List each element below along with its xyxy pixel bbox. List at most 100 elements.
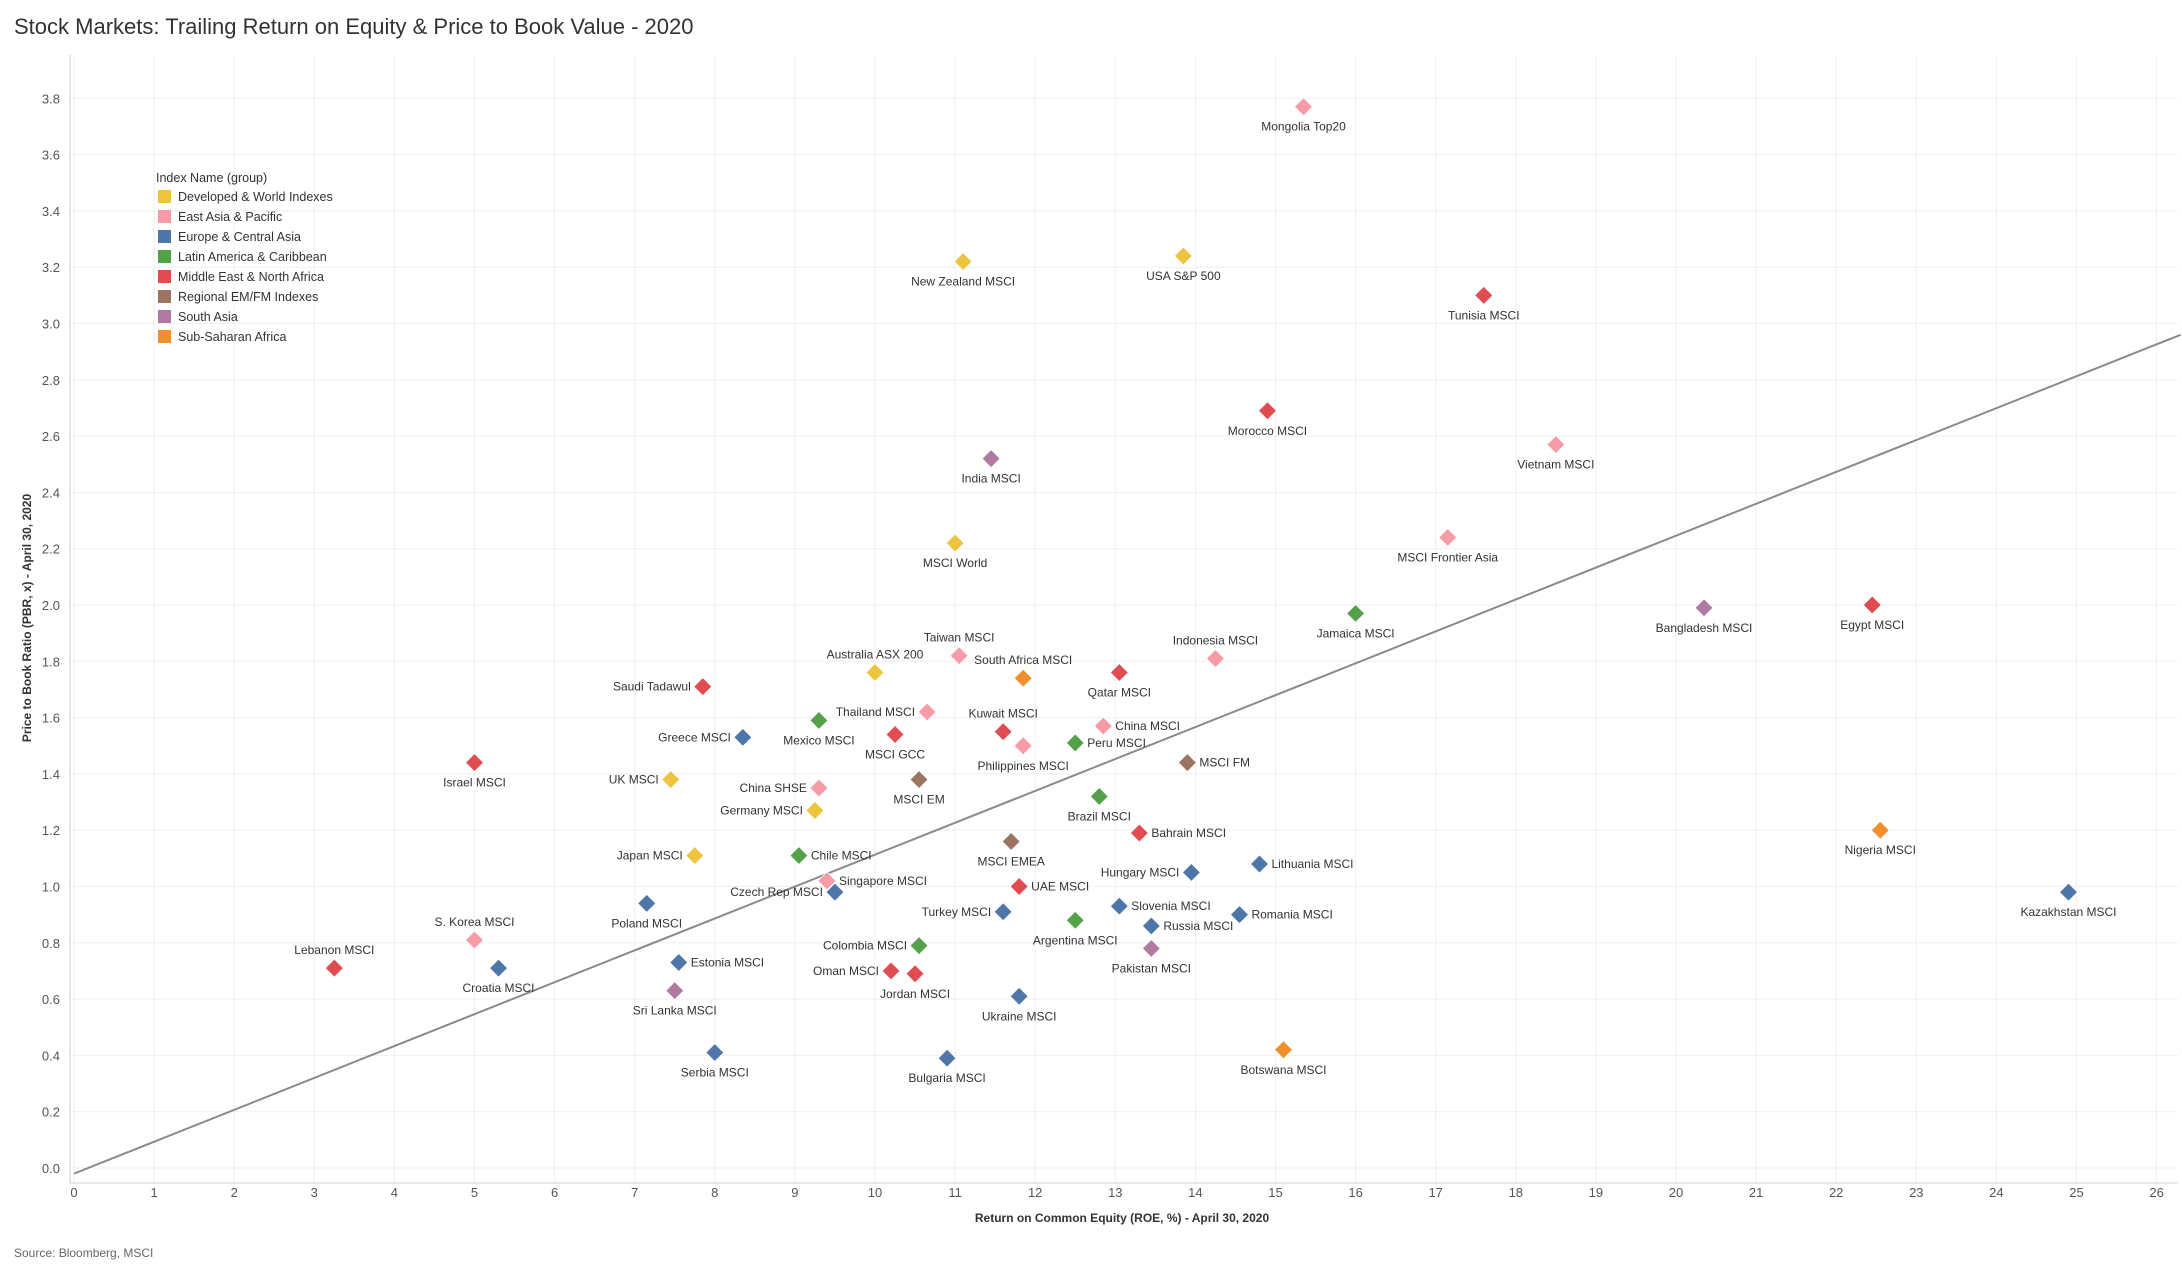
point-marker[interactable] bbox=[1293, 97, 1314, 117]
point-marker[interactable] bbox=[1141, 916, 1161, 936]
point-marker[interactable] bbox=[1181, 862, 1201, 882]
point-marker[interactable] bbox=[665, 981, 685, 1001]
legend-item[interactable]: South Asia bbox=[158, 310, 238, 324]
point-marker[interactable] bbox=[1229, 905, 1250, 925]
scatter-point[interactable]: Nigeria MSCI bbox=[1845, 820, 1916, 857]
point-marker[interactable] bbox=[685, 845, 705, 866]
point-marker[interactable] bbox=[1546, 434, 1566, 455]
scatter-point[interactable]: Tunisia MSCI bbox=[1448, 285, 1520, 322]
point-marker[interactable] bbox=[693, 677, 713, 697]
point-marker[interactable] bbox=[1173, 246, 1193, 266]
point-marker[interactable] bbox=[817, 871, 837, 891]
scatter-point[interactable]: Botswana MSCI bbox=[1240, 1040, 1327, 1077]
point-marker[interactable] bbox=[464, 930, 485, 950]
scatter-point[interactable]: Oman MSCI bbox=[813, 961, 901, 981]
scatter-point[interactable]: Chile MSCI bbox=[789, 845, 872, 866]
point-marker[interactable] bbox=[488, 958, 509, 978]
scatter-point[interactable]: China MSCI bbox=[1093, 716, 1180, 736]
scatter-point[interactable]: Argentina MSCI bbox=[1033, 910, 1118, 947]
scatter-point[interactable]: Croatia MSCI bbox=[463, 958, 535, 995]
scatter-point[interactable]: Czech Rep MSCI bbox=[730, 882, 845, 902]
point-marker[interactable] bbox=[945, 533, 965, 553]
point-marker[interactable] bbox=[789, 845, 809, 866]
scatter-point[interactable]: India MSCI bbox=[961, 449, 1021, 486]
point-marker[interactable] bbox=[909, 936, 929, 956]
legend-swatch[interactable] bbox=[158, 270, 171, 283]
legend-item[interactable]: Developed & World Indexes bbox=[158, 190, 333, 204]
scatter-point[interactable]: Mexico MSCI bbox=[783, 710, 855, 747]
scatter-point[interactable]: Australia ASX 200 bbox=[827, 648, 924, 683]
scatter-point[interactable]: Israel MSCI bbox=[443, 753, 506, 790]
scatter-point[interactable]: Kazakhstan MSCI bbox=[2020, 882, 2117, 919]
point-marker[interactable] bbox=[1870, 820, 1890, 840]
point-marker[interactable] bbox=[1249, 854, 1270, 874]
scatter-point[interactable]: UK MSCI bbox=[609, 769, 681, 790]
scatter-point[interactable]: Taiwan MSCI bbox=[924, 631, 995, 666]
point-marker[interactable] bbox=[953, 252, 973, 272]
scatter-point[interactable]: Jamaica MSCI bbox=[1317, 603, 1395, 640]
scatter-point[interactable]: Slovenia MSCI bbox=[1109, 896, 1211, 916]
legend-item[interactable]: East Asia & Pacific bbox=[158, 210, 282, 224]
point-marker[interactable] bbox=[733, 727, 753, 747]
scatter-point[interactable]: Bahrain MSCI bbox=[1129, 823, 1226, 843]
point-marker[interactable] bbox=[1089, 786, 1109, 806]
legend-swatch[interactable] bbox=[158, 330, 171, 343]
point-marker[interactable] bbox=[825, 882, 845, 902]
point-marker[interactable] bbox=[1438, 527, 1458, 548]
scatter-point[interactable]: S. Korea MSCI bbox=[434, 915, 515, 950]
scatter-point[interactable]: MSCI EM bbox=[893, 769, 945, 807]
point-marker[interactable] bbox=[1346, 603, 1366, 624]
scatter-point[interactable]: Russia MSCI bbox=[1141, 916, 1233, 936]
point-marker[interactable] bbox=[1009, 876, 1029, 897]
legend-item[interactable]: Regional EM/FM Indexes bbox=[158, 290, 318, 304]
point-marker[interactable] bbox=[937, 1048, 957, 1068]
legend[interactable]: Index Name (group) Developed & World Inde… bbox=[156, 171, 333, 344]
point-marker[interactable] bbox=[885, 724, 905, 745]
scatter-point[interactable]: New Zealand MSCI bbox=[911, 252, 1015, 289]
legend-swatch[interactable] bbox=[158, 290, 171, 303]
scatter-point[interactable]: Hungary MSCI bbox=[1101, 862, 1201, 882]
point-marker[interactable] bbox=[464, 753, 485, 773]
scatter-point[interactable]: Bangladesh MSCI bbox=[1656, 598, 1753, 635]
legend-swatch[interactable] bbox=[158, 310, 171, 323]
point-marker[interactable] bbox=[705, 1043, 725, 1063]
scatter-point[interactable]: Qatar MSCI bbox=[1088, 662, 1151, 700]
point-marker[interactable] bbox=[1257, 401, 1278, 421]
scatter-point[interactable]: Mongolia Top20 bbox=[1261, 97, 1346, 134]
legend-item[interactable]: Latin America & Caribbean bbox=[158, 250, 327, 264]
scatter-point[interactable]: Romania MSCI bbox=[1229, 905, 1333, 925]
scatter-point[interactable]: Lithuania MSCI bbox=[1249, 854, 1354, 874]
scatter-point[interactable]: Brazil MSCI bbox=[1068, 786, 1131, 823]
point-marker[interactable] bbox=[809, 778, 829, 798]
point-marker[interactable] bbox=[881, 961, 901, 981]
point-marker[interactable] bbox=[637, 893, 657, 913]
point-marker[interactable] bbox=[905, 964, 925, 984]
scatter-point[interactable]: South Africa MSCI bbox=[974, 653, 1072, 688]
point-marker[interactable] bbox=[1065, 733, 1085, 753]
point-marker[interactable] bbox=[981, 449, 1001, 469]
point-marker[interactable] bbox=[1001, 831, 1021, 852]
scatter-point[interactable]: Bulgaria MSCI bbox=[908, 1048, 986, 1085]
scatter-point[interactable]: Indonesia MSCI bbox=[1173, 633, 1258, 669]
scatter-point[interactable]: Kuwait MSCI bbox=[968, 707, 1038, 742]
scatter-point[interactable]: Germany MSCI bbox=[720, 800, 825, 821]
scatter-point[interactable]: Saudi Tadawul bbox=[613, 677, 713, 697]
scatter-point[interactable]: Pakistan MSCI bbox=[1112, 938, 1191, 975]
point-marker[interactable] bbox=[949, 646, 969, 666]
scatter-point[interactable]: UAE MSCI bbox=[1009, 876, 1089, 897]
scatter-point[interactable]: Singapore MSCI bbox=[817, 871, 927, 891]
point-marker[interactable] bbox=[324, 958, 344, 978]
point-marker[interactable] bbox=[993, 722, 1013, 742]
point-marker[interactable] bbox=[1109, 896, 1129, 916]
point-marker[interactable] bbox=[1129, 823, 1149, 843]
point-marker[interactable] bbox=[1013, 736, 1033, 756]
scatter-point[interactable]: MSCI GCC bbox=[865, 724, 925, 761]
scatter-point[interactable]: Estonia MSCI bbox=[669, 952, 764, 973]
legend-swatch[interactable] bbox=[158, 190, 171, 203]
point-marker[interactable] bbox=[1109, 662, 1129, 683]
point-marker[interactable] bbox=[661, 769, 681, 790]
point-marker[interactable] bbox=[1694, 598, 1714, 618]
scatter-point[interactable]: Morocco MSCI bbox=[1228, 401, 1307, 438]
scatter-point[interactable]: Japan MSCI bbox=[617, 845, 705, 866]
scatter-point[interactable]: Philippines MSCI bbox=[977, 736, 1069, 773]
